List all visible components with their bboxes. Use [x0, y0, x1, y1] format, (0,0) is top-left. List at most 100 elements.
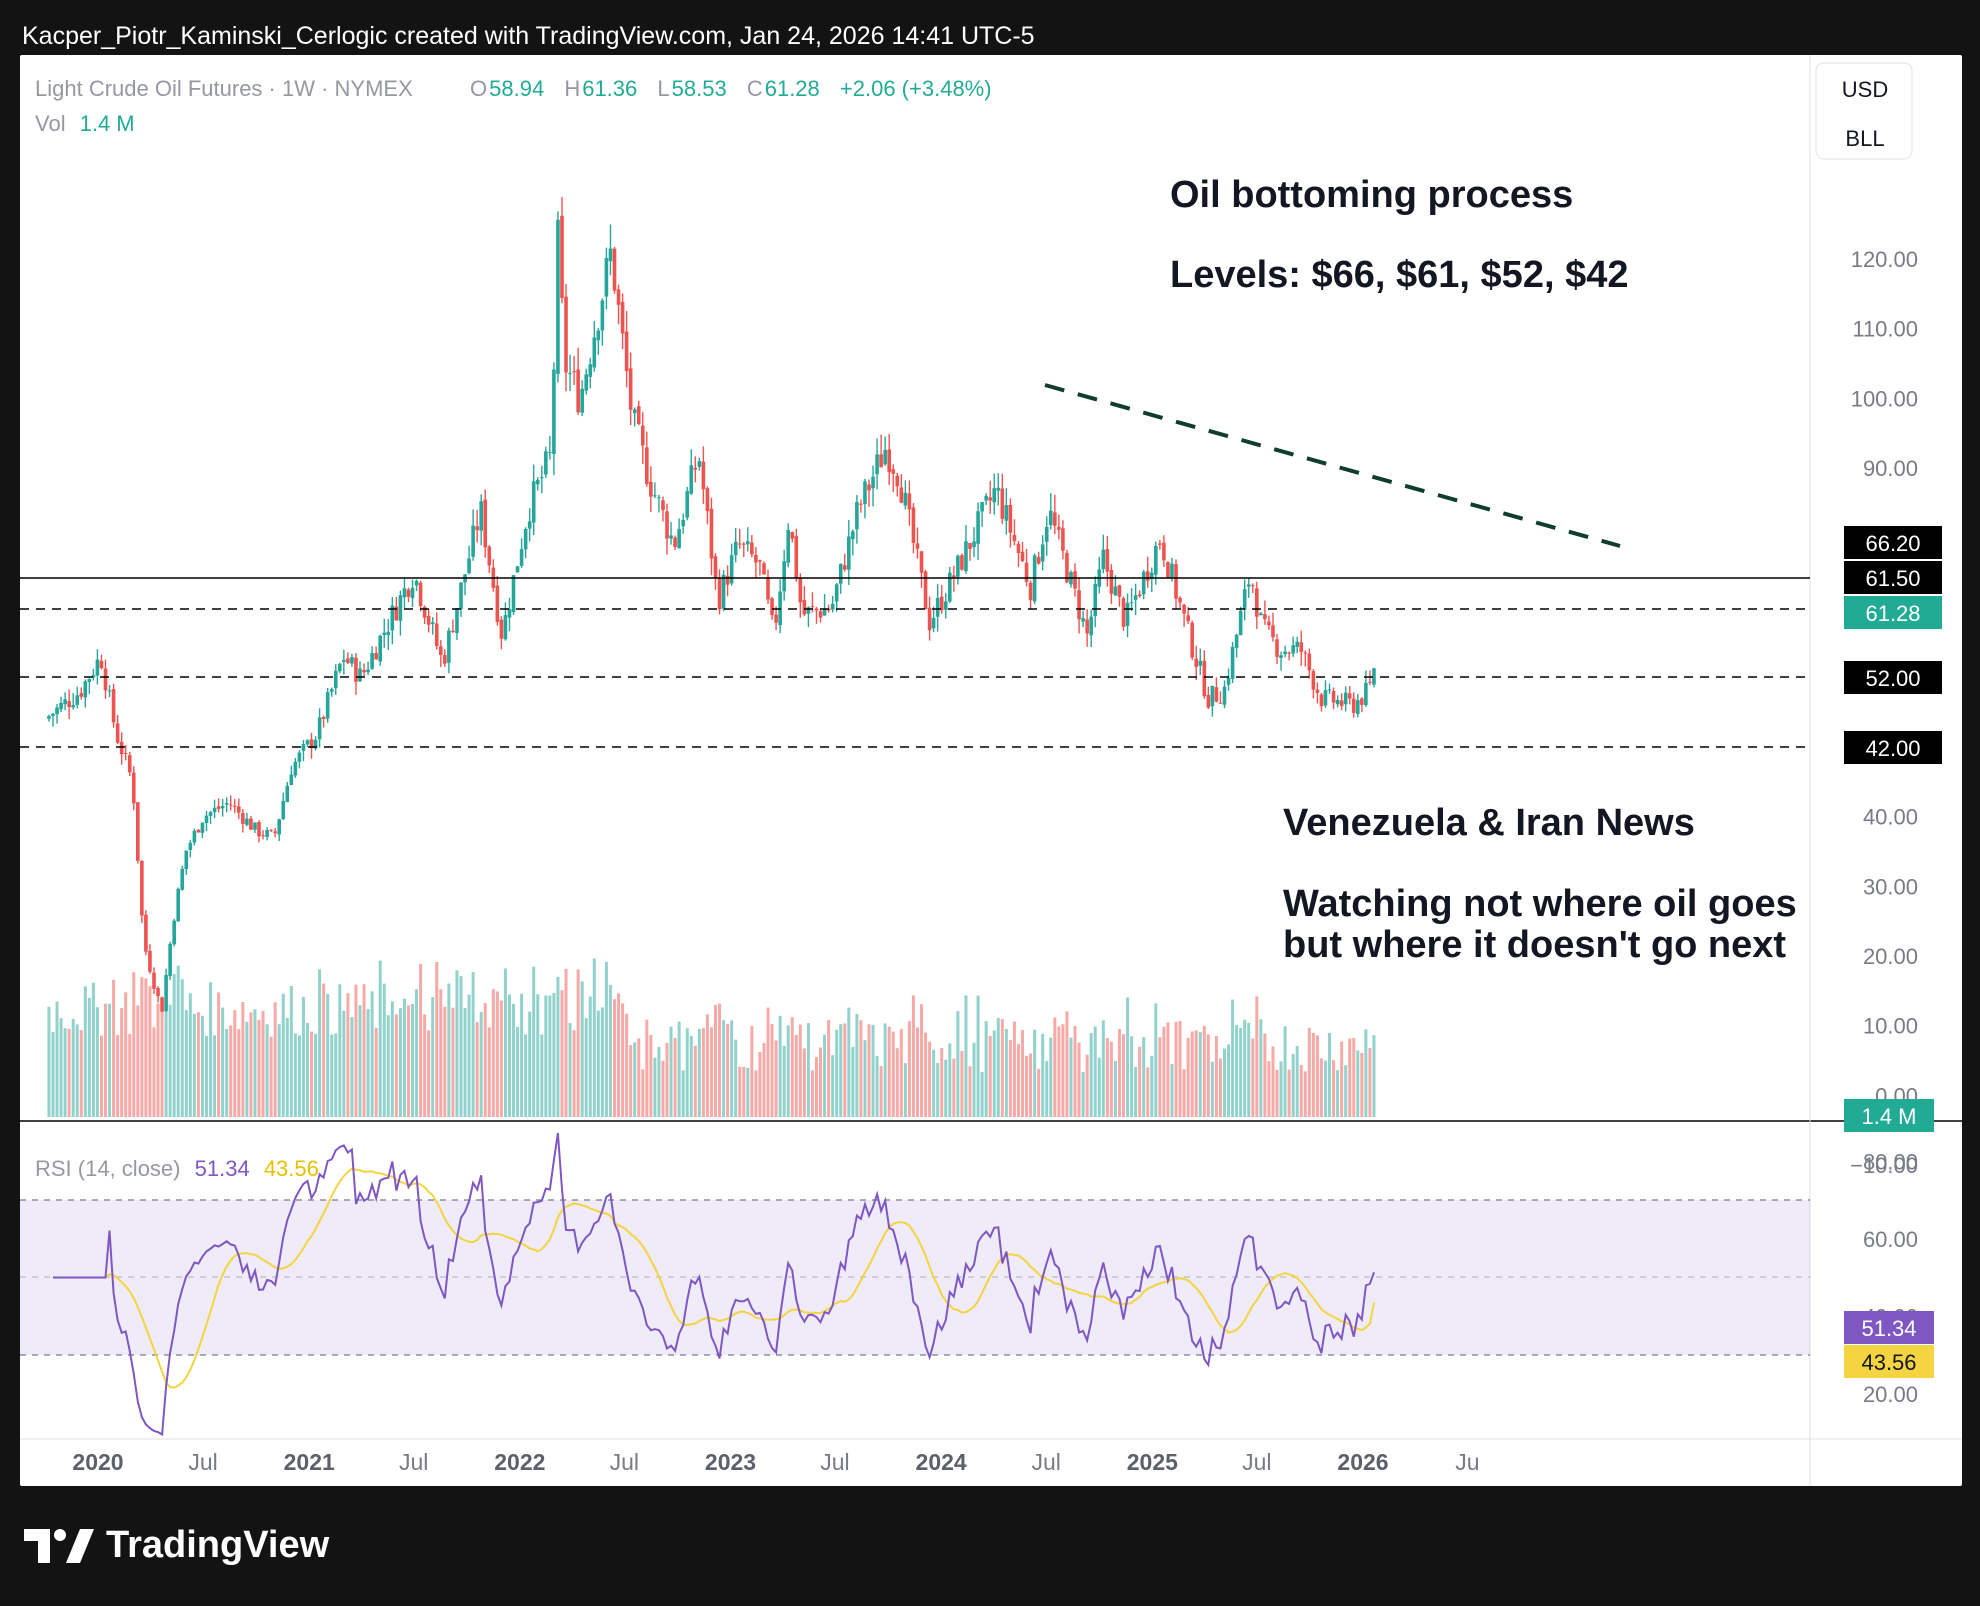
tradingview-brand: TradingView: [106, 1524, 330, 1566]
candle-body: [1133, 595, 1138, 600]
tradingview-logo[interactable]: TradingView: [24, 1524, 329, 1567]
candle-body: [1044, 527, 1049, 542]
candle-body: [418, 582, 423, 607]
candle-body: [911, 507, 916, 543]
candle-body: [342, 659, 346, 662]
price-chart[interactable]: Light Crude Oil Futures · 1W · NYMEX O58…: [20, 55, 1962, 1486]
candle-body: [782, 561, 786, 592]
candle-body: [475, 526, 479, 531]
level-badge-66-20: 66.20: [1844, 526, 1942, 559]
candle-body: [471, 525, 475, 557]
candle-body: [729, 555, 734, 584]
volume-bar: [225, 1029, 229, 1117]
volume-bar: [91, 982, 95, 1117]
volume-bar: [1352, 1037, 1356, 1117]
volume-bar: [940, 1048, 944, 1117]
candle-body: [285, 785, 290, 802]
volume-bar: [427, 1030, 431, 1117]
volume-bar: [685, 1028, 689, 1117]
candle-body: [1295, 641, 1300, 647]
volume-bar: [59, 1018, 63, 1117]
volume-bar: [665, 1042, 669, 1117]
volume-bar: [936, 1062, 940, 1117]
candle-body: [548, 452, 552, 454]
candle-body: [750, 542, 754, 555]
candle-body: [176, 888, 181, 922]
volume-bar: [968, 1066, 972, 1117]
candle-body: [943, 601, 948, 610]
volume-bar: [835, 1029, 839, 1117]
volume-bar: [51, 1032, 55, 1117]
candle-body: [535, 479, 540, 485]
volume-bar: [217, 992, 221, 1117]
candle-body: [459, 582, 463, 609]
candle-body: [1218, 702, 1223, 704]
candle-body: [564, 296, 568, 373]
candle-body: [374, 653, 378, 660]
price-axis[interactable]: 120.00110.00100.0090.0080.0070.0060.0050…: [1850, 247, 1918, 1178]
volume-bar: [544, 995, 548, 1117]
candle-body: [1360, 698, 1364, 705]
volume-bar: [326, 993, 330, 1117]
volume-bar: [386, 1015, 390, 1117]
volume-bar: [273, 1002, 277, 1117]
candle-body: [1331, 690, 1336, 703]
candle-body: [1174, 564, 1178, 599]
candle-body: [931, 617, 936, 629]
last-price-badge: 61.28: [1844, 596, 1942, 629]
volume-bar: [964, 995, 968, 1117]
candle-body: [1117, 585, 1122, 597]
candle-body: [487, 546, 492, 566]
volume-bar: [580, 981, 584, 1117]
candle-body: [1137, 594, 1142, 596]
candle-body: [398, 595, 403, 621]
volume-bar: [209, 982, 213, 1117]
candle-body: [1222, 686, 1227, 705]
volume-bar: [71, 1018, 75, 1117]
currency-unit-selector[interactable]: USD BLL: [1815, 62, 1913, 160]
chart-caption: Kacper_Piotr_Kaminski_Cerlogic created w…: [22, 22, 1035, 50]
candle-body: [669, 535, 673, 539]
volume-bar: [1299, 1065, 1303, 1117]
time-tick: Jul: [399, 1449, 428, 1475]
volume-bar: [1295, 1046, 1299, 1117]
candle-body: [1113, 586, 1118, 596]
volume-bar: [875, 1056, 879, 1117]
candle-body: [972, 541, 976, 548]
downtrend-line[interactable]: [1044, 383, 1621, 548]
volume-badge: 1.4 M: [1844, 1099, 1934, 1132]
candle-body: [1198, 660, 1203, 666]
candle-body: [952, 575, 956, 579]
volume-bar: [681, 1070, 685, 1117]
candle-body: [479, 501, 483, 531]
volume-bar: [1356, 1050, 1360, 1117]
volume-bar: [1243, 1019, 1247, 1117]
volume-bar: [443, 1006, 447, 1117]
candle-body: [63, 699, 67, 705]
volume-bar: [1372, 1035, 1376, 1117]
candle-body: [689, 465, 694, 494]
candle-body: [1238, 610, 1243, 636]
candle-body: [91, 675, 96, 678]
time-axis[interactable]: 2020 Jul 2021 Jul 2022 Jul 2023 Jul 2024 Jul 2025 J…: [72, 1449, 1479, 1475]
volume-bar: [713, 1005, 717, 1117]
volume-bar: [338, 984, 342, 1117]
volume-bar: [75, 1024, 79, 1117]
rsi-tick: 20.00: [1863, 1382, 1918, 1407]
volume-bar: [499, 1000, 503, 1117]
candle-body: [1162, 542, 1166, 561]
candle-body: [1121, 598, 1126, 627]
volume-bar: [402, 998, 406, 1117]
candle-body: [657, 497, 661, 499]
candle-body: [1315, 689, 1320, 694]
volume-bar: [108, 1003, 112, 1117]
candle-body: [164, 975, 168, 1011]
candle-body: [790, 532, 795, 539]
candle-body: [754, 554, 758, 563]
volume-bar: [471, 971, 475, 1117]
candle-body: [394, 606, 399, 621]
candle-body: [632, 409, 637, 414]
time-tick: 2025: [1127, 1449, 1178, 1475]
volume-bar: [249, 1012, 253, 1117]
volume-bar: [192, 1013, 196, 1117]
